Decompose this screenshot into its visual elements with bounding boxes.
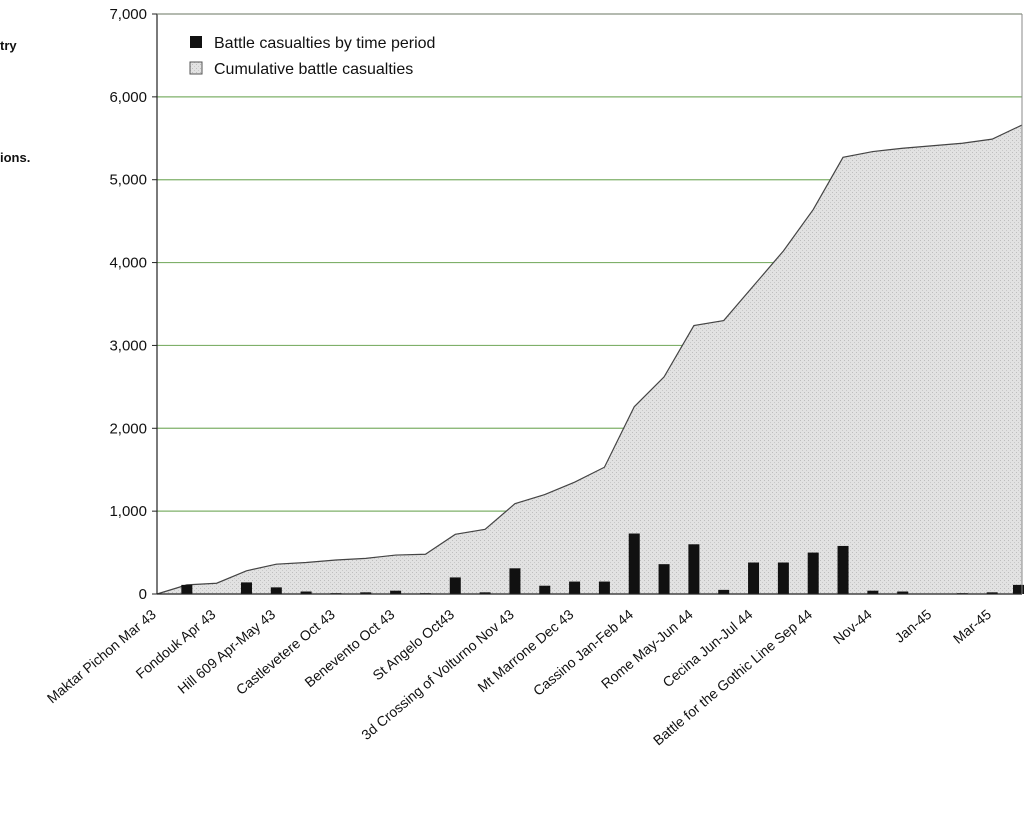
bar	[390, 590, 402, 594]
y-tick-label: 0	[139, 586, 147, 603]
x-tick-label: Castlevetere Oct 43	[233, 606, 338, 698]
y-tick-label: 7,000	[109, 6, 147, 23]
bar	[986, 592, 998, 594]
axes	[152, 13, 1023, 595]
y-tick-label: 6,000	[109, 89, 147, 106]
x-tick-label: Maktar Pichon Mar 43	[44, 606, 159, 706]
bar	[628, 533, 640, 594]
x-tick-label: Nov-44	[830, 606, 875, 647]
bar	[777, 562, 789, 594]
legend-label-area: Cumulative battle casualties	[214, 61, 413, 78]
bar	[1013, 584, 1024, 594]
x-tick-label: Mar-45	[950, 606, 994, 647]
bar	[718, 589, 730, 594]
x-tick-label: Jan-45	[891, 606, 934, 646]
legend-swatch-area	[189, 61, 203, 75]
bar	[569, 581, 581, 594]
cumulative-area-layer	[156, 124, 1023, 595]
y-tick-label: 5,000	[109, 172, 147, 189]
cumulative-line	[156, 124, 1023, 595]
bar	[748, 562, 760, 594]
bar	[300, 591, 312, 594]
bar	[270, 587, 282, 594]
legend: Battle casualties by time period Cumulat…	[189, 35, 435, 78]
y-tick-label: 1,000	[109, 503, 147, 520]
bar	[539, 585, 551, 594]
y-tick-label: 4,000	[109, 255, 147, 272]
bar	[479, 592, 491, 594]
y-tick-labels: 7,000 6,000 5,000 4,000 3,000 2,000 1,000 0	[109, 6, 147, 603]
bar	[598, 581, 610, 594]
bar	[181, 584, 193, 594]
bar	[867, 590, 879, 594]
bar	[240, 582, 252, 594]
legend-label-bars: Battle casualties by time period	[214, 35, 435, 52]
bar	[837, 545, 849, 594]
clipped-side-text-2: ions.	[0, 150, 31, 165]
bar	[897, 591, 909, 594]
y-tick-label: 2,000	[109, 420, 147, 437]
bar	[807, 552, 819, 594]
bar	[449, 577, 461, 594]
bar	[688, 544, 700, 594]
bar	[658, 564, 670, 594]
bar	[360, 592, 372, 594]
y-tick-label: 3,000	[109, 337, 147, 354]
legend-swatch-bars	[190, 36, 202, 48]
x-tick-label: Cassino Jan-Feb 44	[530, 606, 636, 699]
bar	[509, 568, 521, 594]
x-tick-label: Hill 609 Apr-May 43	[174, 606, 278, 697]
cumulative-area	[157, 125, 1022, 595]
clipped-side-text-1: try	[0, 38, 17, 53]
